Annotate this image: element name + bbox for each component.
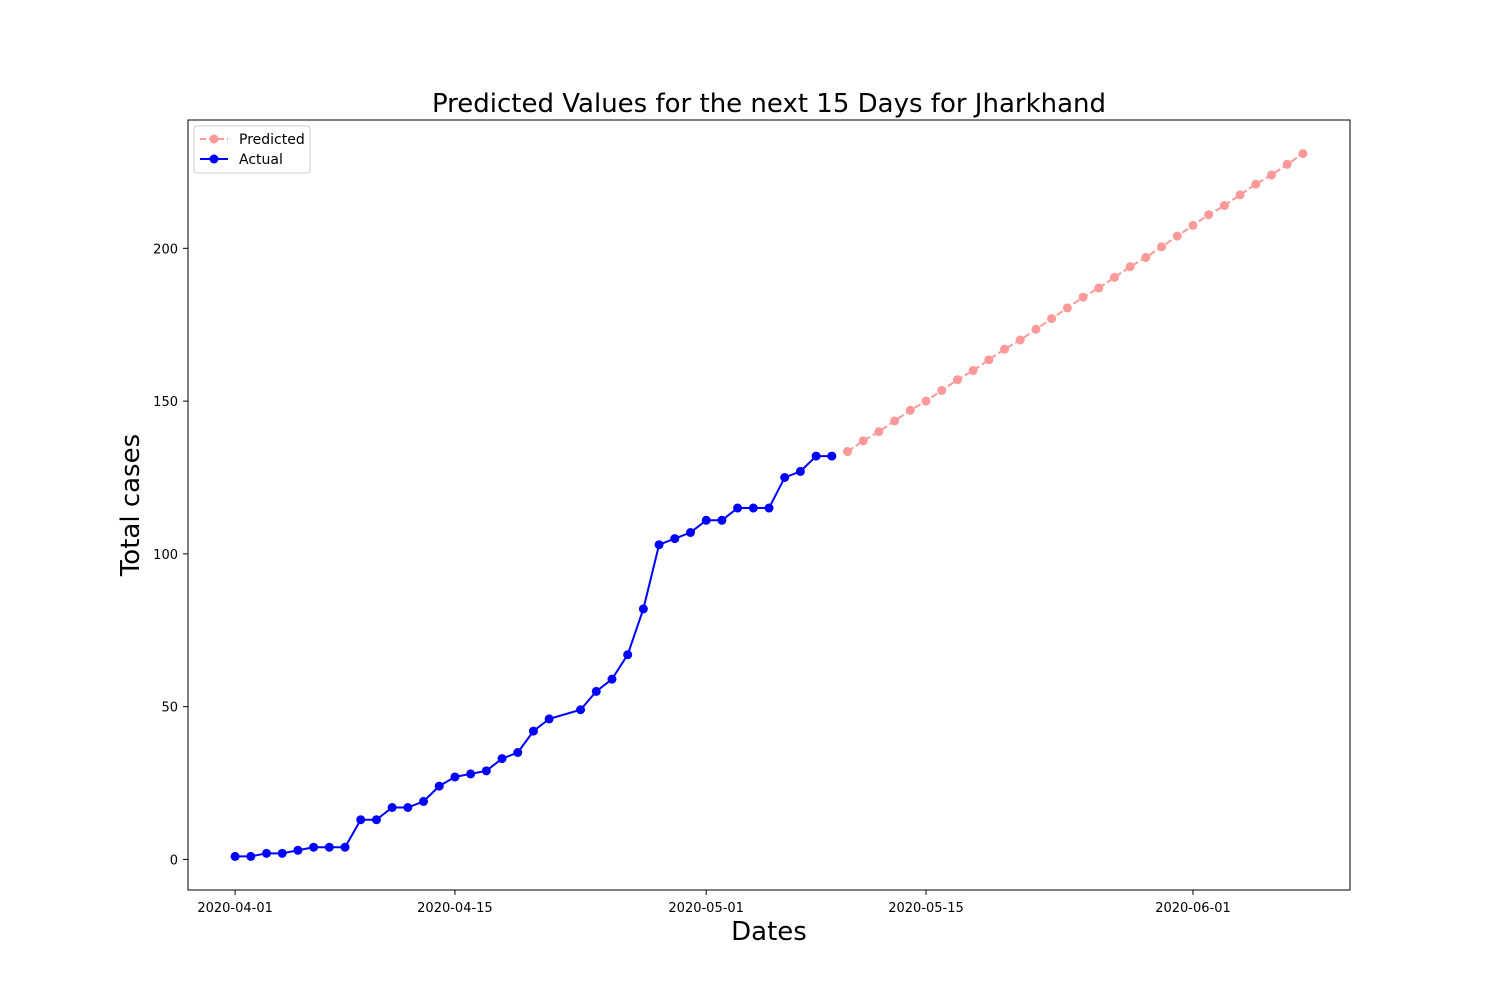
data-point-predicted	[1266, 170, 1276, 180]
data-point-predicted	[1000, 344, 1010, 354]
y-tick-label: 50	[161, 701, 178, 716]
data-point-actual	[607, 674, 617, 684]
data-point-predicted	[1015, 335, 1025, 345]
data-point-predicted	[984, 355, 994, 365]
x-tick-label: 2020-05-01	[668, 901, 744, 916]
legend-marker-predicted	[209, 134, 219, 144]
data-point-actual	[780, 473, 790, 482]
data-point-predicted	[874, 427, 884, 437]
data-point-predicted	[1062, 303, 1072, 313]
data-point-actual	[466, 769, 476, 779]
y-axis: 0 50 100 150 200	[153, 242, 188, 868]
data-point-predicted	[1109, 272, 1119, 282]
data-point-predicted	[937, 385, 947, 395]
series-predicted	[843, 149, 1308, 457]
data-point-predicted	[1031, 324, 1041, 334]
data-point-predicted	[1157, 242, 1167, 252]
x-tick-label: 2020-04-01	[197, 901, 273, 916]
y-tick-label: 0	[170, 853, 178, 868]
x-tick-label: 2020-04-15	[417, 901, 493, 916]
y-tick-label: 200	[153, 242, 178, 257]
data-point-predicted	[968, 366, 978, 376]
data-point-actual	[340, 842, 350, 852]
data-point-predicted	[1188, 220, 1198, 230]
data-point-actual	[434, 781, 444, 791]
data-point-actual	[246, 851, 256, 861]
data-point-actual	[387, 803, 397, 812]
data-point-predicted	[1078, 292, 1088, 302]
data-point-predicted	[1047, 314, 1057, 324]
data-point-predicted	[1219, 201, 1229, 211]
legend-label-predicted: Predicted	[239, 132, 305, 148]
data-point-actual	[309, 842, 319, 852]
data-point-predicted	[843, 447, 853, 457]
chart-title: Predicted Values for the next 15 Days fo…	[432, 89, 1106, 119]
data-point-actual	[262, 848, 272, 858]
data-point-actual	[277, 848, 287, 858]
y-tick-label: 100	[153, 548, 178, 563]
data-point-actual	[764, 503, 774, 513]
data-point-actual	[701, 515, 711, 525]
data-point-actual	[544, 714, 554, 724]
data-point-predicted	[1204, 210, 1214, 220]
data-point-actual	[324, 842, 334, 852]
series-actual	[230, 451, 837, 861]
data-point-actual	[528, 726, 538, 736]
data-point-predicted	[1282, 159, 1292, 169]
y-axis-title: Total cases	[116, 434, 146, 577]
data-point-actual	[450, 772, 460, 782]
legend-label-actual: Actual	[239, 152, 283, 168]
x-axis-title: Dates	[731, 917, 807, 947]
data-point-actual	[748, 503, 758, 513]
series-layer	[230, 149, 1308, 861]
data-point-actual	[654, 540, 664, 550]
data-point-predicted	[1125, 262, 1135, 272]
data-point-actual	[497, 754, 507, 764]
data-point-actual	[733, 503, 743, 513]
x-tick-label: 2020-05-15	[888, 901, 964, 916]
x-tick-label: 2020-06-01	[1155, 901, 1231, 916]
data-point-actual	[293, 845, 303, 855]
data-point-actual	[481, 766, 491, 776]
data-point-actual	[717, 515, 727, 525]
y-tick-label: 150	[153, 395, 178, 410]
data-point-predicted	[1235, 190, 1245, 200]
data-point-actual	[371, 815, 381, 825]
data-point-actual	[230, 851, 240, 861]
data-point-actual	[670, 534, 680, 544]
data-point-predicted	[1298, 149, 1308, 159]
data-point-actual	[513, 748, 523, 757]
data-point-predicted	[952, 375, 962, 385]
legend-marker-actual	[209, 154, 219, 164]
legend-box	[193, 125, 311, 174]
legend: Predicted Actual	[193, 125, 311, 174]
data-point-predicted	[1094, 283, 1104, 293]
data-point-predicted	[1172, 231, 1182, 241]
data-point-predicted	[858, 436, 868, 446]
data-point-actual	[576, 705, 586, 715]
data-point-actual	[356, 815, 366, 825]
data-point-predicted	[1251, 179, 1261, 189]
x-axis: 2020-04-01 2020-04-15 2020-05-01 2020-05-15…	[197, 890, 1231, 916]
data-point-predicted	[1141, 253, 1151, 262]
data-point-actual	[419, 796, 429, 806]
data-point-actual	[685, 528, 695, 537]
data-point-actual	[623, 650, 633, 660]
data-point-predicted	[890, 416, 900, 426]
data-point-actual	[827, 451, 837, 461]
data-point-actual	[638, 604, 648, 614]
data-point-predicted	[921, 396, 931, 406]
data-point-actual	[811, 451, 821, 461]
data-point-actual	[403, 803, 413, 812]
data-point-predicted	[905, 405, 915, 415]
data-point-actual	[795, 466, 805, 476]
data-point-actual	[591, 686, 601, 696]
